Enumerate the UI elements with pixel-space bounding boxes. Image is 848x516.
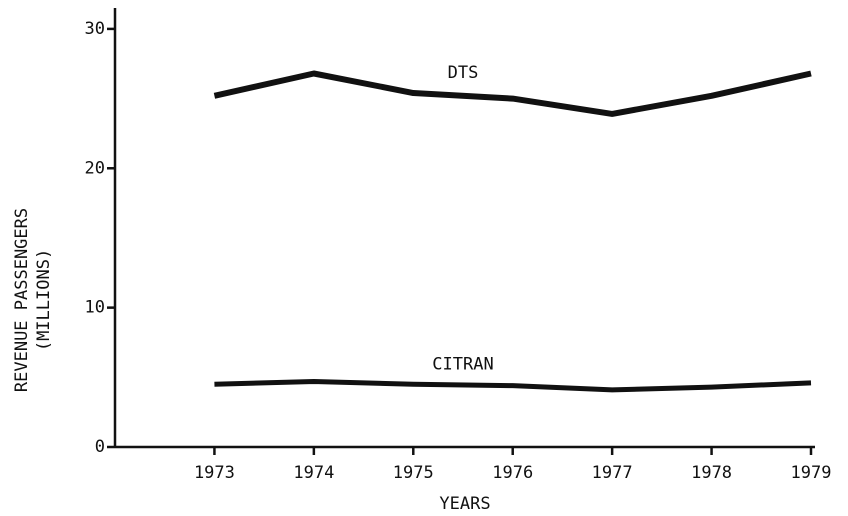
y-tick-label: 20: [85, 158, 105, 178]
series-line: [214, 378, 812, 393]
y-tick-label: 0: [95, 437, 105, 457]
series-label: CITRAN: [432, 354, 493, 374]
x-tick-label: 1974: [293, 463, 334, 483]
y-axis-label: REVENUE PASSENGERS: [12, 208, 32, 392]
y-axis-label: (MILLIONS): [34, 249, 54, 351]
x-axis-label: YEARS: [439, 494, 490, 514]
x-tick-label: 1975: [393, 463, 434, 483]
y-tick-label: 30: [85, 19, 105, 39]
x-tick-label: 1976: [492, 463, 533, 483]
x-tick-label: 1977: [592, 463, 633, 483]
x-tick-label: 1978: [691, 463, 732, 483]
x-tick-label: 1979: [791, 463, 832, 483]
series-label: DTS: [448, 63, 479, 83]
x-tick-label: 1973: [194, 463, 235, 483]
series-line: [213, 70, 812, 117]
y-tick-label: 10: [85, 298, 105, 318]
